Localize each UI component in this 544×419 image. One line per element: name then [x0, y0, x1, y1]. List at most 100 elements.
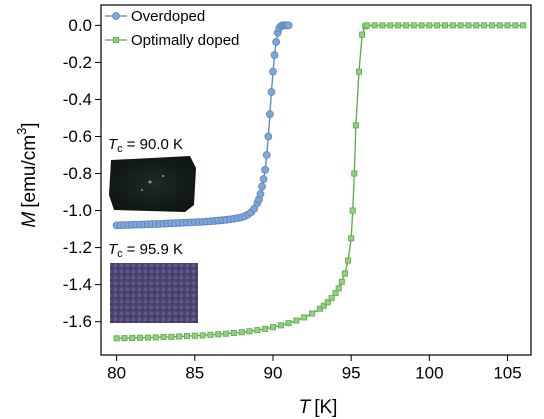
y-tick-label: -1.4: [63, 275, 92, 294]
data-point: [284, 21, 293, 30]
y-tick-label: 0.0: [68, 16, 92, 35]
y-axis-sup: 3: [14, 128, 29, 135]
data-point: [371, 22, 378, 29]
x-tick-label: 105: [493, 363, 521, 382]
data-point: [269, 324, 276, 331]
legend-label: Optimally doped: [131, 32, 239, 49]
data-point: [265, 110, 274, 119]
data-point: [320, 302, 327, 309]
data-point: [230, 329, 237, 336]
data-point: [379, 22, 386, 29]
data-point: [341, 270, 348, 277]
data-point: [418, 22, 425, 29]
data-point: [264, 132, 273, 141]
data-point: [238, 329, 245, 336]
y-tick-label: -0.6: [63, 127, 92, 146]
data-point: [457, 22, 464, 29]
data-point: [256, 189, 265, 198]
data-point: [262, 325, 269, 332]
legend-label: Overdoped: [131, 8, 205, 25]
y-tick-label: -1.6: [63, 312, 92, 331]
data-point: [267, 88, 276, 96]
data-point: [258, 182, 266, 191]
annotation-symbol: T: [108, 136, 119, 153]
data-point: [387, 22, 394, 29]
annotation-symbol: T: [108, 241, 119, 258]
data-point: [465, 22, 472, 29]
data-point: [144, 334, 151, 341]
data-point: [293, 317, 300, 324]
data-point: [352, 122, 359, 129]
data-point: [363, 22, 370, 29]
data-point: [168, 333, 175, 340]
data-point: [355, 68, 362, 75]
sparkle: [148, 180, 152, 184]
data-point: [285, 320, 292, 327]
x-tick-label: 95: [342, 363, 361, 382]
data-point: [449, 22, 456, 29]
data-point: [512, 22, 519, 29]
data-point: [426, 22, 433, 29]
sparkle: [162, 175, 164, 177]
data-point: [259, 175, 268, 183]
inset-images: [109, 156, 198, 323]
y-tick-label: -0.4: [63, 90, 92, 109]
data-point: [121, 335, 128, 342]
data-point: [324, 299, 331, 306]
data-point: [359, 31, 366, 38]
y-tick-label: -0.8: [63, 164, 92, 183]
data-point: [441, 22, 448, 29]
data-point: [215, 331, 222, 338]
y-tick-label: -1.0: [63, 201, 92, 220]
data-point: [183, 333, 190, 340]
data-point: [351, 170, 358, 177]
legend-marker: [112, 12, 120, 20]
data-point: [246, 328, 253, 335]
x-axis-label: T [K]: [299, 397, 338, 418]
legend-marker: [113, 37, 120, 44]
data-point: [129, 334, 136, 341]
data-point: [402, 22, 409, 29]
annotation-subscript: c: [117, 248, 123, 260]
data-point: [434, 22, 441, 29]
x-tick-label: 100: [415, 363, 443, 382]
data-point: [488, 22, 495, 29]
data-point: [207, 331, 214, 338]
data-point: [410, 22, 417, 29]
data-point: [270, 51, 279, 59]
data-point: [338, 278, 345, 285]
data-point: [301, 314, 308, 321]
sparkle: [141, 189, 143, 191]
annotation-text: = 95.9 K: [127, 241, 183, 258]
data-point: [504, 22, 511, 29]
data-point: [348, 235, 355, 242]
data-point: [496, 22, 503, 29]
y-tick-label: -1.2: [63, 238, 92, 257]
data-point: [335, 285, 342, 292]
data-point: [309, 310, 316, 317]
y-axis-close: ]: [19, 122, 40, 127]
data-point: [176, 333, 183, 340]
x-tick-label: 90: [264, 363, 283, 382]
data-point: [199, 332, 206, 339]
data-point: [349, 207, 356, 214]
annotation-subscript: c: [117, 143, 123, 155]
data-point: [481, 22, 488, 29]
sample-photo: [109, 156, 196, 212]
data-point: [332, 290, 339, 297]
data-point: [152, 334, 159, 341]
data-point: [277, 322, 284, 329]
data-point: [191, 332, 198, 339]
data-point: [520, 22, 527, 29]
data-point: [113, 335, 120, 342]
data-point: [254, 327, 261, 334]
y-axis-label: M [emu/cm3]: [14, 122, 40, 227]
data-point: [395, 22, 402, 29]
data-point: [137, 334, 144, 341]
annotation: Tc = 95.9 K: [108, 241, 183, 260]
y-axis-symbol: M: [19, 212, 40, 228]
data-point: [272, 38, 281, 46]
data-point: [160, 334, 167, 341]
data-point: [261, 165, 270, 174]
